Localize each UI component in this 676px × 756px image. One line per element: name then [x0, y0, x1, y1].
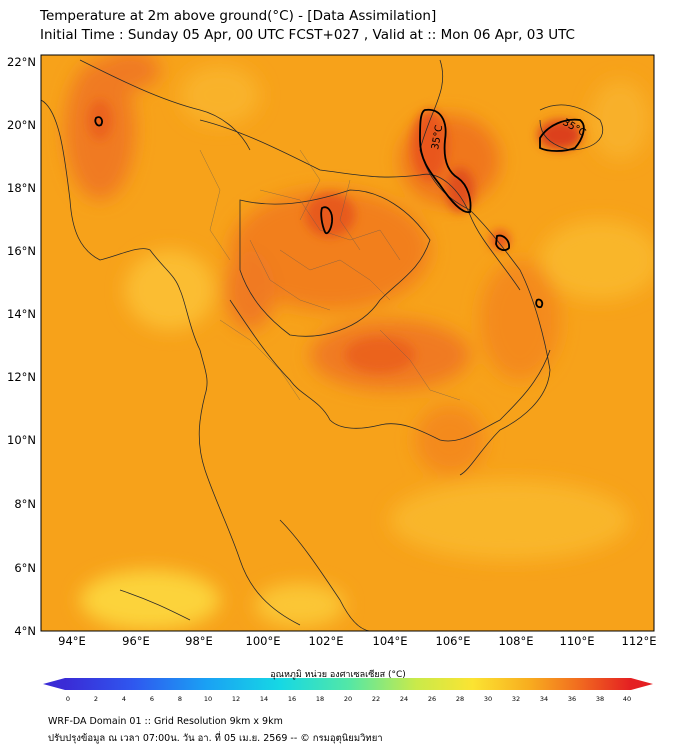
lat-label: 18°N [7, 181, 36, 195]
colorbar-tick: 22 [371, 695, 381, 703]
lon-label: 110°E [559, 634, 595, 648]
colorbar-tick: 34 [539, 695, 549, 703]
lat-label: 16°N [7, 244, 36, 258]
colorbar-min-arrow [43, 678, 65, 690]
lon-label: 106°E [435, 634, 471, 648]
colorbar-tick: 8 [177, 695, 183, 703]
colorbar-tick: 28 [455, 695, 465, 703]
colorbar-tick: 30 [483, 695, 493, 703]
colorbar-max-arrow [631, 678, 653, 690]
colorbar-tick: 32 [511, 695, 521, 703]
lon-label: 102°E [308, 634, 344, 648]
footer-line-2: ปรับปรุงข้อมูล ณ เวลา 07:00น. วัน อา. ที… [48, 733, 383, 744]
province-borders [199, 149, 461, 401]
lat-label: 12°N [7, 370, 36, 384]
colorbar-tick: 16 [287, 695, 297, 703]
lat-label: 14°N [7, 307, 36, 321]
colorbar-title: อุณหภูมิ หน่วย องศาเซลเซียส (°C) [270, 670, 406, 680]
footer-line-1: WRF-DA Domain 01 :: Grid Resolution 9km … [48, 716, 283, 727]
colorbar-tick: 2 [93, 695, 99, 703]
colorbar-tick: 24 [399, 695, 409, 703]
chart-subtitle: Initial Time : Sunday 05 Apr, 00 UTC FCS… [40, 27, 575, 43]
colorbar-tick: 26 [427, 695, 437, 703]
map-frame [40, 54, 655, 632]
colorbar-tick: 0 [65, 695, 71, 703]
contour-35c [94, 108, 585, 309]
lat-label: 8°N [14, 497, 36, 511]
colorbar-tick: 38 [595, 695, 605, 703]
lon-label: 98°E [185, 634, 213, 648]
colorbar-tick: 40 [622, 695, 632, 703]
chart-title: Temperature at 2m above ground(°C) - [Da… [40, 8, 437, 24]
lon-label: 112°E [621, 634, 657, 648]
colorbar [65, 678, 631, 690]
colorbar-tick: 6 [149, 695, 155, 703]
contour-label: 35°C [430, 124, 445, 150]
lon-label: 108°E [498, 634, 534, 648]
country-borders [41, 59, 603, 631]
lat-label: 10°N [7, 433, 36, 447]
lon-label: 104°E [372, 634, 408, 648]
temperature-field [65, 55, 654, 630]
colorbar-tick: 12 [231, 695, 241, 703]
colorbar-tick: 10 [203, 695, 213, 703]
lat-label: 22°N [7, 55, 36, 69]
colorbar-tick: 14 [259, 695, 269, 703]
colorbar-tick: 4 [121, 695, 127, 703]
colorbar-tick: 20 [343, 695, 353, 703]
lon-label: 94°E [58, 634, 86, 648]
lon-label: 96°E [122, 634, 150, 648]
lon-label: 100°E [245, 634, 281, 648]
colorbar-tick: 36 [567, 695, 577, 703]
lat-label: 20°N [7, 118, 36, 132]
lat-label: 6°N [14, 561, 36, 575]
lat-label: 4°N [14, 624, 36, 638]
colorbar-tick: 18 [315, 695, 325, 703]
